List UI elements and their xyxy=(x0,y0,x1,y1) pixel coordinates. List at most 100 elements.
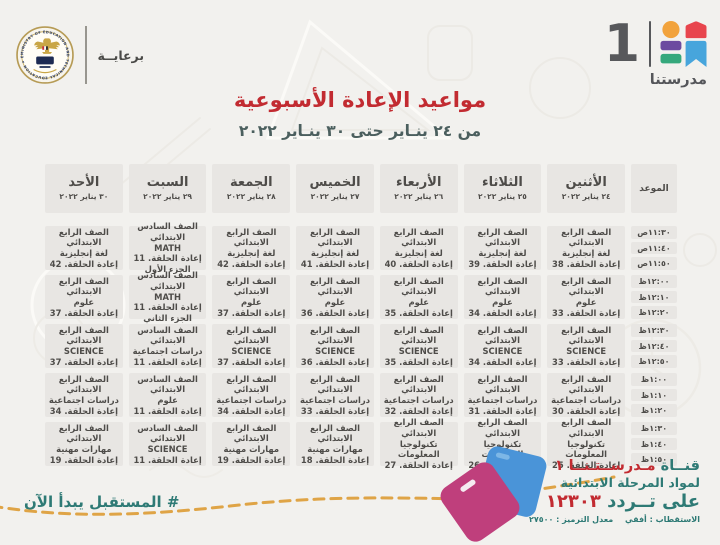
lesson-grade: الصف الرابع الابتدائي xyxy=(58,422,109,444)
lesson-subject: علوم xyxy=(492,297,513,307)
day-date: ٢٦ يناير ٢٠٢٢ xyxy=(394,191,444,201)
lesson-episode: إعادة الحلقة. 33 xyxy=(552,307,621,318)
lesson-cell: الصف الرابع الابتدائي علوم إعادة الحلقة. 3… xyxy=(547,275,625,319)
lesson-cell: الصف الرابع الابتدائي SCIENCE إعادة الحلقة… xyxy=(45,324,123,368)
lesson-grade: الصف السادس الابتدائي xyxy=(137,422,198,444)
lesson-cell: الصف الرابع الابتدائي لغة إنجليزية إعادة ا… xyxy=(45,226,123,270)
lesson-episode: إعادة الحلقة. 40 xyxy=(384,258,453,269)
time-slot-group: ١٢:٠٠ظ ١٢:١٠ظ ١٢:٢٠ظ xyxy=(631,275,677,320)
lesson-episode: إعادة الحلقة. 27 xyxy=(384,460,453,471)
lesson-grade: الصف الرابع الابتدائي xyxy=(477,226,528,248)
lesson-cell: الصف السادس الابتدائي MATH إعادة الحلقة. 1… xyxy=(128,221,207,274)
lesson-subject: دراسات اجتماعية xyxy=(132,346,203,356)
time-slot: ١٢:٤٠ظ xyxy=(631,339,677,353)
lesson-grade: الصف السادس الابتدائي xyxy=(137,373,198,395)
time-slot: ١١:٣٠ص xyxy=(631,226,677,239)
lesson-subject: MATH xyxy=(154,242,182,253)
lesson-episode: إعادة الحلقة. 38 xyxy=(552,258,621,269)
day-name: الأثنين xyxy=(565,175,607,191)
lesson-cell: الصف الرابع الابتدائي مهارات مهنية إعادة ا… xyxy=(296,422,374,466)
lesson-subject: لغة إنجليزية xyxy=(227,248,276,258)
time-slot: ١:١٠ظ xyxy=(631,388,677,402)
lesson-episode: إعادة الحلقة. 31 xyxy=(468,405,537,416)
frequency-line: على تــردد ١٢٣٠٣ xyxy=(529,491,700,512)
lesson-cell: الصف الرابع الابتدائي لغة إنجليزية إعادة ا… xyxy=(296,226,374,270)
time-slot: ١:٥٠ظ xyxy=(631,453,677,467)
books-illustration xyxy=(440,446,547,542)
lesson-grade: الصف الرابع الابتدائي xyxy=(393,226,444,248)
lesson-subject: SCIENCE xyxy=(566,346,607,356)
lesson-episode: إعادة الحلقة. 34 xyxy=(468,307,537,318)
lesson-grade: الصف الرابع الابتدائي xyxy=(226,275,277,297)
lesson-subject: علوم xyxy=(324,297,346,307)
lesson-subject: مهارات مهنية xyxy=(307,444,363,454)
lesson-subject: دراسات اجتماعية xyxy=(551,395,622,405)
channel-info-block: قنــاة مـدرســتـنــا ١ لمواد المرحلة الا… xyxy=(529,458,700,524)
day-name: الأحد xyxy=(68,175,100,191)
lesson-episode: إعادة الحلقة. 11 xyxy=(133,253,202,264)
lesson-grade: الصف الرابع الابتدائي xyxy=(561,324,612,346)
lesson-episode: إعادة الحلقة. 37 xyxy=(49,307,118,318)
time-slot: ١١:٤٠ص xyxy=(631,241,677,255)
lesson-grade: الصف الرابع الابتدائي xyxy=(58,373,109,395)
channel-number: 1 xyxy=(603,14,640,74)
channel-word: قنــاة xyxy=(660,458,700,474)
time-slot: ١٢:٢٠ظ xyxy=(631,306,677,320)
lesson-cell: الصف الرابع الابتدائي علوم إعادة الحلقة. 3… xyxy=(296,275,374,319)
day-name: الأربعاء xyxy=(396,175,442,191)
lesson-cell: الصف الرابع الابتدائي مهارات مهنية إعادة ا… xyxy=(212,422,291,466)
lesson-cell: الصف الرابع الابتدائي دراسات اجتماعية إعاد… xyxy=(463,373,542,417)
lesson-part: الجزء الأول xyxy=(144,264,191,275)
lesson-cell: الصف الرابع الابتدائي مهارات مهنية إعادة ا… xyxy=(45,422,123,466)
day-header: السبت ٢٩ يناير ٢٠٢٢ xyxy=(128,164,207,213)
channel-brand: 1 مدرستنا xyxy=(603,14,707,88)
lesson-cell: الصف الرابع الابتدائي لغة إنجليزية إعادة ا… xyxy=(212,226,291,270)
lesson-cell: الصف الرابع الابتدائي دراسات اجتماعية إعاد… xyxy=(547,373,625,417)
madrasetna-logo-icon xyxy=(660,21,707,67)
lesson-subject: دراسات اجتماعية xyxy=(216,395,287,405)
lesson-cell: الصف الرابع الابتدائي لغة إنجليزية إعادة ا… xyxy=(379,226,458,270)
lesson-grade: الصف الرابع الابتدائي xyxy=(477,373,528,395)
lesson-episode: إعادة الحلقة. 33 xyxy=(552,356,621,367)
lesson-episode: إعادة الحلقة. 11 xyxy=(133,356,202,367)
day-header: الخميس ٢٧ يناير ٢٠٢٢ xyxy=(296,164,374,213)
lesson-episode: إعادة الحلقة. 11 xyxy=(133,405,202,416)
time-slot: ١:٤٠ظ xyxy=(631,437,677,451)
lesson-subject: SCIENCE xyxy=(231,346,272,356)
channel-name: مدرستنا xyxy=(649,72,707,88)
day-date: ٢٨ يناير ٢٠٢٢ xyxy=(226,191,276,201)
lesson-cell: الصف الرابع الابتدائي دراسات اجتماعية إعاد… xyxy=(379,373,458,417)
lesson-grade: الصف الرابع الابتدائي xyxy=(561,417,612,438)
day-date: ٣٠ يناير ٢٠٢٢ xyxy=(59,191,109,201)
lesson-grade: الصف السادس الابتدائي xyxy=(137,221,198,242)
lesson-episode: إعادة الحلقة. 36 xyxy=(300,307,370,318)
lesson-grade: الصف الرابع الابتدائي xyxy=(477,275,528,297)
lesson-cell: الصف الرابع الابتدائي دراسات اجتماعية إعاد… xyxy=(212,373,291,417)
lesson-cell: الصف الرابع الابتدائي دراسات اجتماعية إعاد… xyxy=(296,373,374,417)
lesson-episode: إعادة الحلقة. 34 xyxy=(49,405,118,416)
lesson-grade: الصف الرابع الابتدائي xyxy=(477,417,528,438)
lesson-cell: الصف السادس الابتدائي MATH إعادة الحلقة. 1… xyxy=(128,270,207,323)
lesson-subject: SCIENCE xyxy=(63,346,104,356)
ministry-of-education-logo: MINISTRY OF EDUCATION AND TECHNICAL EDUC… xyxy=(16,26,74,84)
lesson-episode: إعادة الحلقة. 33 xyxy=(300,405,370,416)
time-slot: ١:٣٠ظ xyxy=(631,422,677,435)
time-slot-group: ١١:٣٠ص ١١:٤٠ص ١١:٥٠ص xyxy=(631,226,677,271)
lesson-subject: علوم xyxy=(73,297,95,307)
lesson-episode: إعادة الحلقة. 36 xyxy=(300,356,370,367)
day-header: الأثنين ٢٤ يناير ٢٠٢٢ xyxy=(547,164,625,213)
technical-line: الاستقطاب : أفقي معدل الترميز : ٢٧٥٠٠ xyxy=(529,515,700,524)
day-header: الأربعاء ٢٦ يناير ٢٠٢٢ xyxy=(379,164,458,213)
lesson-subject: لغة إنجليزية xyxy=(562,248,611,258)
lesson-episode: إعادة الحلقة. 25 xyxy=(552,460,621,471)
lesson-subject: SCIENCE xyxy=(398,346,439,356)
lesson-cell: الصف الرابع الابتدائي لغة إنجليزية إعادة ا… xyxy=(463,226,542,270)
lesson-grade: الصف الرابع الابتدائي xyxy=(58,275,109,297)
lesson-episode: إعادة الحلقة. 35 xyxy=(384,356,453,367)
date-range-subtitle: من ٢٤ ينـاير حتى ٣٠ ينـاير ٢٠٢٢ xyxy=(238,122,482,140)
lesson-cell: الصف الرابع الابتدائي علوم إعادة الحلقة. 3… xyxy=(463,275,542,319)
lesson-grade: الصف الرابع الابتدائي xyxy=(226,226,277,248)
lesson-subject: MATH xyxy=(154,291,182,302)
